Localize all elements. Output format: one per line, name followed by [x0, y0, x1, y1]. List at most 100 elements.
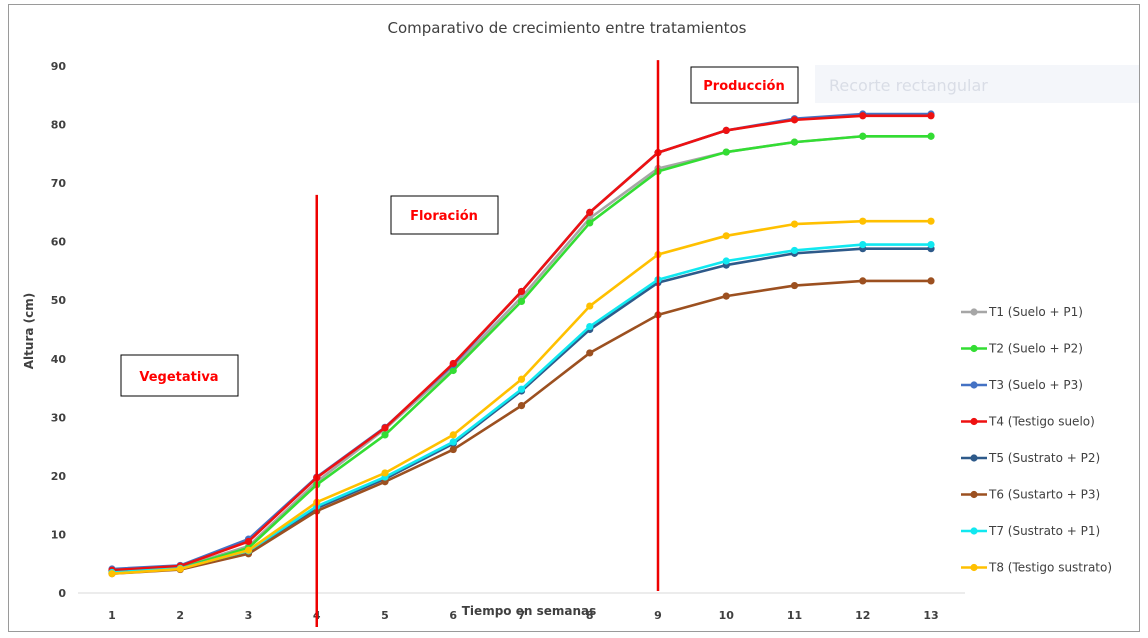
series-t6 — [108, 277, 935, 578]
legend-label: T5 (Sustrato + P2) — [988, 451, 1100, 465]
y-tick-label: 50 — [51, 294, 67, 307]
series-t3 — [108, 110, 935, 573]
x-axis-title: Tiempo en semanas — [462, 604, 596, 618]
series-t8 — [108, 217, 935, 578]
data-point — [517, 287, 526, 296]
series-line — [111, 112, 931, 571]
data-point — [722, 292, 730, 300]
x-tick-label: 3 — [245, 609, 253, 622]
data-point — [108, 570, 116, 578]
data-point — [381, 469, 389, 477]
legend-label: T3 (Suelo + P3) — [988, 378, 1083, 392]
data-point — [517, 375, 526, 383]
data-point — [927, 112, 935, 120]
series-group — [108, 110, 935, 578]
data-point — [381, 431, 389, 439]
data-point — [722, 148, 730, 156]
x-tick-label: 5 — [381, 609, 389, 622]
x-tick-label: 12 — [855, 609, 870, 622]
data-point — [722, 126, 730, 135]
data-point — [790, 220, 799, 228]
series-line — [111, 134, 931, 573]
data-point — [586, 219, 594, 227]
legend-entry: T5 (Sustrato + P2) — [961, 451, 1100, 465]
data-point — [790, 138, 799, 146]
phase-box-produccion: Producción — [690, 66, 799, 104]
series-t4 — [108, 112, 935, 574]
data-point — [859, 132, 867, 140]
legend-swatch-marker — [970, 344, 978, 353]
data-point — [517, 297, 526, 305]
y-tick-label: 10 — [51, 528, 67, 541]
x-tick-label: 9 — [654, 609, 662, 622]
data-point — [449, 366, 457, 375]
legend: T1 (Suelo + P1) T2 (Suelo + P2) T3 (Suelo … — [961, 305, 1112, 575]
data-point — [381, 424, 389, 432]
legend-entry: T1 (Suelo + P1) — [961, 305, 1083, 319]
data-point — [449, 359, 457, 368]
y-tick-label: 60 — [51, 236, 67, 249]
x-tick-label: 8 — [586, 609, 594, 622]
y-tick-label: 90 — [51, 60, 67, 73]
data-point — [859, 112, 867, 120]
x-tick-label: 10 — [719, 609, 735, 622]
data-point — [859, 217, 867, 225]
data-point — [790, 281, 799, 290]
legend-swatch-marker — [970, 417, 978, 426]
data-point — [244, 546, 253, 554]
legend-label: T7 (Sustrato + P1) — [988, 524, 1100, 538]
y-tick-label: 70 — [51, 177, 67, 190]
series-line — [111, 114, 931, 572]
data-point — [790, 246, 799, 255]
data-point — [927, 132, 935, 140]
y-tick-label: 0 — [58, 587, 66, 600]
data-point — [244, 537, 253, 546]
legend-entry: T4 (Testigo suelo) — [961, 415, 1095, 429]
data-point — [790, 116, 799, 124]
series-t1 — [108, 132, 935, 575]
phase-label-produccion: Producción — [703, 79, 785, 94]
data-point — [927, 277, 935, 285]
legend-label: T4 (Testigo suelo) — [988, 415, 1095, 429]
y-tick-label: 20 — [51, 470, 67, 483]
legend-entry: T6 (Sustarto + P3) — [961, 488, 1100, 502]
data-point — [586, 208, 594, 216]
x-tick-label: 6 — [449, 609, 457, 622]
data-point — [517, 385, 526, 393]
overlay-label: Recorte rectangular — [829, 76, 988, 95]
data-point — [449, 438, 457, 446]
legend-swatch-marker — [970, 454, 978, 462]
data-point — [586, 322, 594, 331]
line-chart: Comparativo de crecimiento entre tratami… — [22, 19, 1139, 627]
y-tick-label: 80 — [51, 119, 67, 132]
x-tick-label: 7 — [518, 609, 526, 622]
legend-label: T1 (Suelo + P1) — [988, 305, 1083, 319]
chart-title: Comparativo de crecimiento entre tratami… — [388, 19, 747, 37]
overlay-box: Recorte rectangular — [815, 65, 1139, 103]
data-point — [449, 445, 457, 454]
x-tick-label: 13 — [923, 609, 938, 622]
phase-box-vegetativa: Vegetativa — [120, 354, 239, 397]
series-line — [111, 134, 931, 574]
legend-label: T6 (Sustarto + P3) — [988, 488, 1100, 502]
data-point — [517, 402, 526, 410]
legend-swatch-marker — [970, 381, 978, 389]
chart-frame: Comparativo de crecimiento entre tratami… — [8, 4, 1140, 632]
x-tick-label: 1 — [108, 609, 116, 622]
x-tick-label: 2 — [176, 609, 184, 622]
legend-swatch-marker — [970, 527, 978, 535]
legend-swatch-marker — [970, 563, 978, 572]
legend-entry: T2 (Suelo + P2) — [961, 342, 1083, 356]
data-point — [859, 240, 867, 249]
data-point — [927, 240, 935, 249]
series-line — [111, 219, 931, 575]
legend-swatch-marker — [970, 308, 978, 316]
legend-swatch-marker — [970, 490, 978, 499]
data-point — [722, 232, 730, 240]
series-t2 — [108, 132, 935, 576]
y-tick-label: 30 — [51, 411, 67, 424]
data-point — [859, 277, 867, 285]
data-point — [449, 431, 457, 439]
data-point — [722, 257, 730, 265]
data-point — [176, 565, 184, 573]
